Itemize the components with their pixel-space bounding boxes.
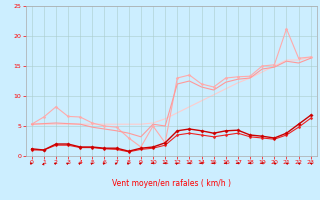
X-axis label: Vent moyen/en rafales ( km/h ): Vent moyen/en rafales ( km/h ) [112,179,231,188]
